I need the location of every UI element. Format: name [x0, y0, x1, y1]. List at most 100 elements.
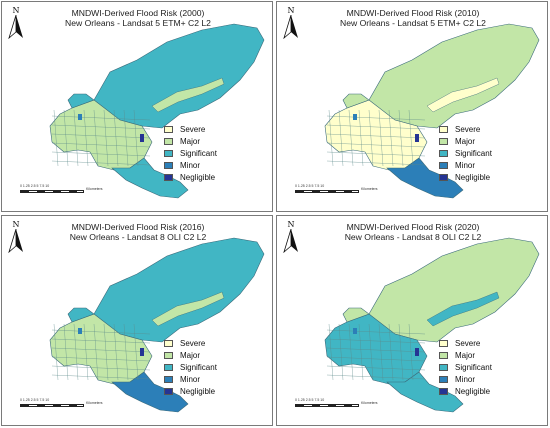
scale-ticks: 0 1.25 2.5 5 7.5 10 — [295, 184, 325, 188]
region-east — [368, 23, 540, 129]
map-title-line-1: MNDWI-Derived Flood Risk (2016) — [71, 222, 205, 232]
map-title: MNDWI-Derived Flood Risk (2000) New Orle… — [2, 8, 272, 28]
flood-risk-map — [324, 237, 540, 413]
neighborhood-lines — [326, 323, 426, 381]
region-lakefront — [67, 307, 95, 323]
region-algiers — [386, 157, 464, 199]
legend-swatch — [164, 352, 173, 359]
map-title-line-1: MNDWI-Derived Flood Risk (2000) — [71, 8, 205, 18]
legend-label: Significant — [455, 363, 492, 372]
legend-swatch — [439, 364, 448, 371]
map-title-line-2: New Orleans - Landsat 5 ETM+ C2 L2 — [65, 18, 211, 28]
scale-bar-icon: 0 1.25 2.5 5 7.5 10 Kilometers — [20, 184, 110, 196]
legend-label: Minor — [455, 375, 476, 384]
region-algiers — [111, 157, 189, 199]
region-city — [49, 313, 153, 385]
legend-swatch — [439, 174, 448, 181]
region-negligible — [140, 134, 144, 142]
legend-label: Severe — [180, 339, 206, 348]
legend-swatch — [439, 138, 448, 145]
north-label: N — [12, 220, 20, 229]
scale-bar-icon: 0 1.25 2.5 5 7.5 10 Kilometers — [20, 398, 110, 410]
region-east — [93, 237, 265, 343]
region-minor — [78, 114, 82, 120]
region-east — [368, 237, 540, 343]
legend-label: Major — [180, 351, 201, 360]
map-panel-2020: N MNDWI-Derived Flood Risk (2020) New Or… — [276, 215, 548, 426]
legend-swatch — [439, 340, 448, 347]
legend-label: Negligible — [180, 387, 216, 396]
region-corridor — [151, 77, 225, 113]
legend-label: Major — [455, 137, 476, 146]
region-corridor — [426, 291, 500, 327]
legend-swatch — [164, 340, 173, 347]
map-panel-2016: N MNDWI-Derived Flood Risk (2016) New Or… — [1, 215, 273, 426]
map-title-line-2: New Orleans - Landsat 8 OLI C2 L2 — [344, 232, 482, 242]
flood-risk-map — [49, 237, 265, 413]
region-minor — [78, 328, 82, 334]
region-city — [324, 99, 428, 171]
region-lakefront — [342, 307, 370, 323]
region-algiers — [386, 371, 464, 413]
legend-swatch — [439, 376, 448, 383]
legend-label: Severe — [455, 339, 481, 348]
legend-label: Major — [180, 137, 201, 146]
map-panel-2000: N MNDWI-Derived Flood Risk (2000) New Or… — [1, 1, 273, 212]
region-east — [93, 23, 265, 129]
legend-swatch — [164, 150, 173, 157]
legend-label: Severe — [180, 125, 206, 134]
region-corridor — [151, 291, 225, 327]
map-panel-2010: N MNDWI-Derived Flood Risk (2010) New Or… — [276, 1, 548, 212]
legend-swatch — [164, 388, 173, 395]
legend-swatch — [439, 162, 448, 169]
scale-unit: Kilometers — [361, 401, 378, 405]
region-minor — [353, 328, 357, 334]
legend-label: Significant — [180, 363, 217, 372]
legend-label: Negligible — [180, 173, 216, 182]
region-negligible — [415, 348, 419, 356]
legend-swatch — [164, 174, 173, 181]
north-label: N — [12, 6, 20, 15]
legend-swatch — [164, 364, 173, 371]
scale-unit: Kilometers — [86, 187, 103, 191]
scale-ticks: 0 1.25 2.5 5 7.5 10 — [20, 398, 50, 402]
region-algiers — [111, 371, 189, 413]
region-minor — [353, 114, 357, 120]
region-negligible — [415, 134, 419, 142]
neighborhood-lines — [51, 323, 151, 381]
map-title: MNDWI-Derived Flood Risk (2020) New Orle… — [277, 222, 547, 242]
legend-label: Severe — [455, 125, 481, 134]
legend-swatch — [439, 126, 448, 133]
legend-swatch — [439, 388, 448, 395]
north-arrow-icon: N — [283, 220, 299, 254]
map-title-line-2: New Orleans - Landsat 8 OLI C2 L2 — [69, 232, 207, 242]
map-title-line-1: MNDWI-Derived Flood Risk (2010) — [346, 8, 480, 18]
legend-swatch — [164, 126, 173, 133]
map-title: MNDWI-Derived Flood Risk (2016) New Orle… — [2, 222, 272, 242]
legend-label: Significant — [180, 149, 217, 158]
legend-label: Negligible — [455, 387, 491, 396]
region-city — [324, 313, 428, 385]
flood-risk-map — [49, 23, 265, 199]
legend-label: Major — [455, 351, 476, 360]
legend-swatch — [164, 138, 173, 145]
region-corridor — [426, 77, 500, 113]
north-label: N — [287, 6, 295, 15]
legend-label: Minor — [455, 161, 476, 170]
scale-unit: Kilometers — [86, 401, 103, 405]
map-title-line-1: MNDWI-Derived Flood Risk (2020) — [346, 222, 480, 232]
legend-label: Negligible — [455, 173, 491, 182]
neighborhood-lines — [326, 109, 426, 167]
region-negligible — [140, 348, 144, 356]
neighborhood-lines — [51, 109, 151, 167]
legend-swatch — [439, 352, 448, 359]
legend-label: Minor — [180, 375, 201, 384]
legend-label: Significant — [455, 149, 492, 158]
scale-ticks: 0 1.25 2.5 5 7.5 10 — [20, 184, 50, 188]
flood-risk-map — [324, 23, 540, 199]
north-arrow-icon: N — [8, 220, 24, 254]
legend-swatch — [164, 162, 173, 169]
scale-unit: Kilometers — [361, 187, 378, 191]
region-lakefront — [67, 93, 95, 109]
